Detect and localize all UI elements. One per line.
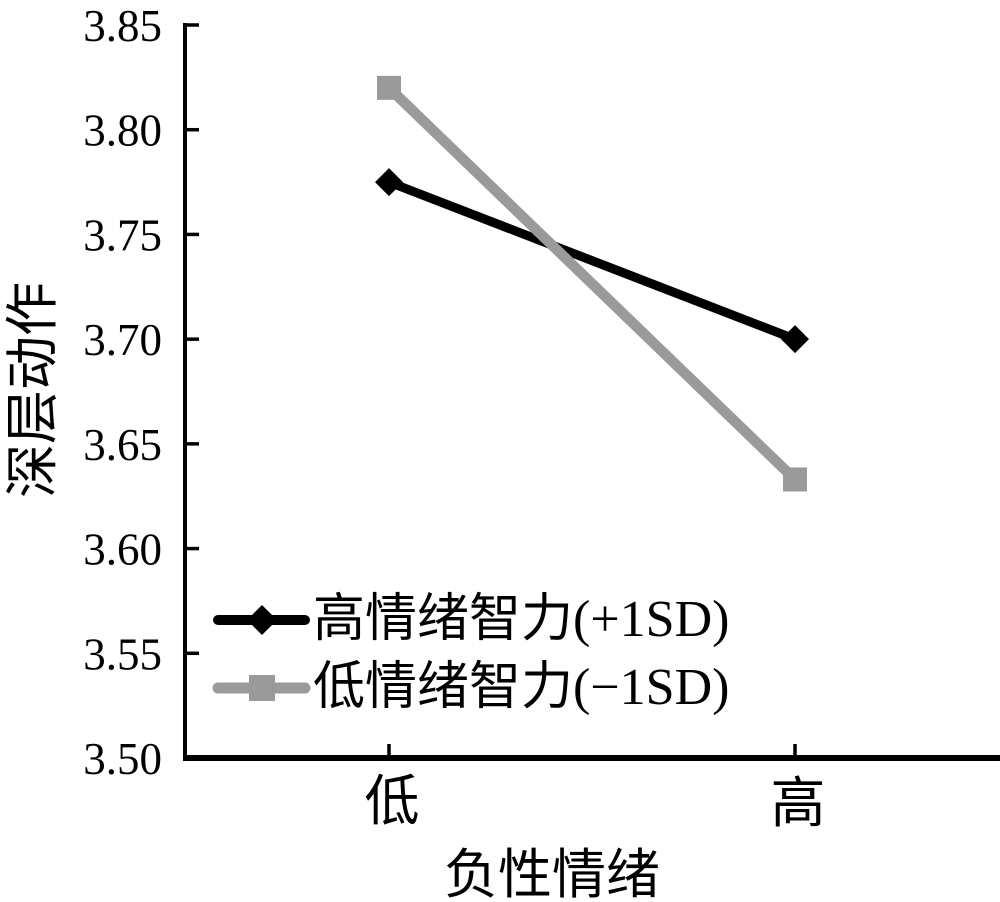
y-tick-label: 3.55	[83, 629, 162, 679]
series-line-low-ei	[385, 84, 799, 484]
axes	[183, 23, 1000, 761]
y-tick-label: 3.50	[83, 734, 162, 784]
legend-square-marker-icon	[249, 675, 275, 701]
data-series	[375, 75, 809, 492]
series-marker-diamond-high-ei	[781, 325, 809, 354]
series-marker-diamond-high-ei	[375, 168, 403, 197]
series-marker-square-low-ei	[783, 467, 807, 492]
x-tick-label-high: 高	[770, 773, 825, 834]
y-axis-title: 深层动作	[3, 282, 63, 498]
x-axis-title: 负性情绪	[444, 845, 660, 902]
y-tick-label: 3.85	[83, 1, 162, 51]
y-tick-label: 3.75	[83, 210, 162, 260]
legend: 高情绪智力(+1SD) 低情绪智力(−1SD)	[212, 591, 729, 716]
legend-diamond-marker-icon	[247, 605, 277, 635]
y-tick-label: 3.65	[83, 420, 162, 470]
series-line-high-ei	[387, 177, 797, 344]
y-tick-label: 3.70	[83, 315, 162, 365]
legend-label-high-ei: 高情绪智力(+1SD)	[313, 591, 729, 648]
legend-item-high-ei: 高情绪智力(+1SD)	[213, 591, 729, 648]
axis-ticks: 3.85 3.80 3.75 3.70 3.65 3.60 3.55 3.50	[83, 1, 797, 784]
series-marker-square-low-ei	[377, 75, 401, 100]
y-tick-label: 3.60	[83, 525, 162, 575]
x-tick-label-low: 低	[364, 771, 419, 832]
y-tick-label: 3.80	[83, 106, 162, 156]
legend-item-low-ei: 低情绪智力(−1SD)	[212, 659, 729, 716]
legend-label-low-ei: 低情绪智力(−1SD)	[313, 659, 729, 716]
